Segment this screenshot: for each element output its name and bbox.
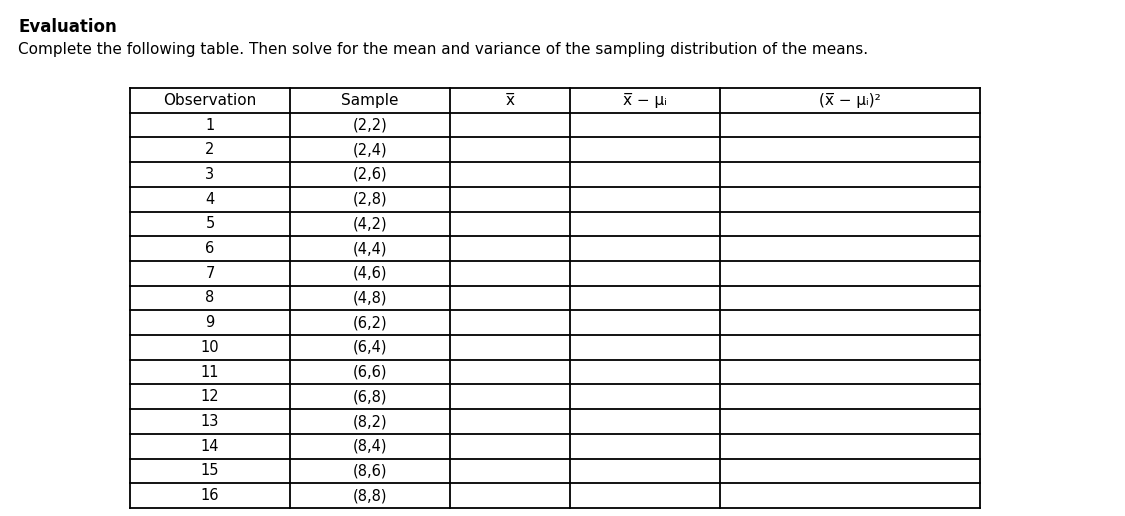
Text: Sample: Sample <box>341 93 398 108</box>
Text: (2,2): (2,2) <box>352 118 387 133</box>
Text: (8,6): (8,6) <box>353 463 387 478</box>
Text: Observation: Observation <box>163 93 256 108</box>
Text: (6,2): (6,2) <box>353 315 387 330</box>
Text: (2,4): (2,4) <box>353 142 387 157</box>
Text: 1: 1 <box>206 118 215 133</box>
Text: x̅ − μᵢ: x̅ − μᵢ <box>623 93 667 108</box>
Text: (8,2): (8,2) <box>353 414 387 429</box>
Text: 2: 2 <box>205 142 215 157</box>
Text: (8,4): (8,4) <box>353 439 387 454</box>
Text: 8: 8 <box>206 291 215 305</box>
Text: (8,8): (8,8) <box>353 488 387 503</box>
Text: (2,6): (2,6) <box>353 167 387 182</box>
Text: 7: 7 <box>205 266 215 281</box>
Text: (2,8): (2,8) <box>353 191 387 207</box>
Text: (4,8): (4,8) <box>353 291 387 305</box>
Text: 15: 15 <box>200 463 219 478</box>
Text: 16: 16 <box>200 488 219 503</box>
Text: x̅: x̅ <box>505 93 514 108</box>
Text: (6,8): (6,8) <box>353 390 387 405</box>
Text: (4,2): (4,2) <box>353 216 387 231</box>
Text: 13: 13 <box>200 414 219 429</box>
Text: (6,4): (6,4) <box>353 340 387 355</box>
Text: 14: 14 <box>200 439 219 454</box>
Text: 3: 3 <box>206 167 215 182</box>
Text: 9: 9 <box>206 315 215 330</box>
Text: 10: 10 <box>200 340 219 355</box>
Text: 6: 6 <box>206 241 215 256</box>
Text: 4: 4 <box>206 191 215 207</box>
Text: 5: 5 <box>206 216 215 231</box>
Text: Complete the following table. Then solve for the mean and variance of the sampli: Complete the following table. Then solve… <box>18 42 868 57</box>
Text: 12: 12 <box>200 390 219 405</box>
Text: 11: 11 <box>200 365 219 380</box>
Text: Evaluation: Evaluation <box>18 18 117 36</box>
Text: (x̅ − μᵢ)²: (x̅ − μᵢ)² <box>819 93 881 108</box>
Text: (4,4): (4,4) <box>353 241 387 256</box>
Text: (6,6): (6,6) <box>353 365 387 380</box>
Text: (4,6): (4,6) <box>353 266 387 281</box>
